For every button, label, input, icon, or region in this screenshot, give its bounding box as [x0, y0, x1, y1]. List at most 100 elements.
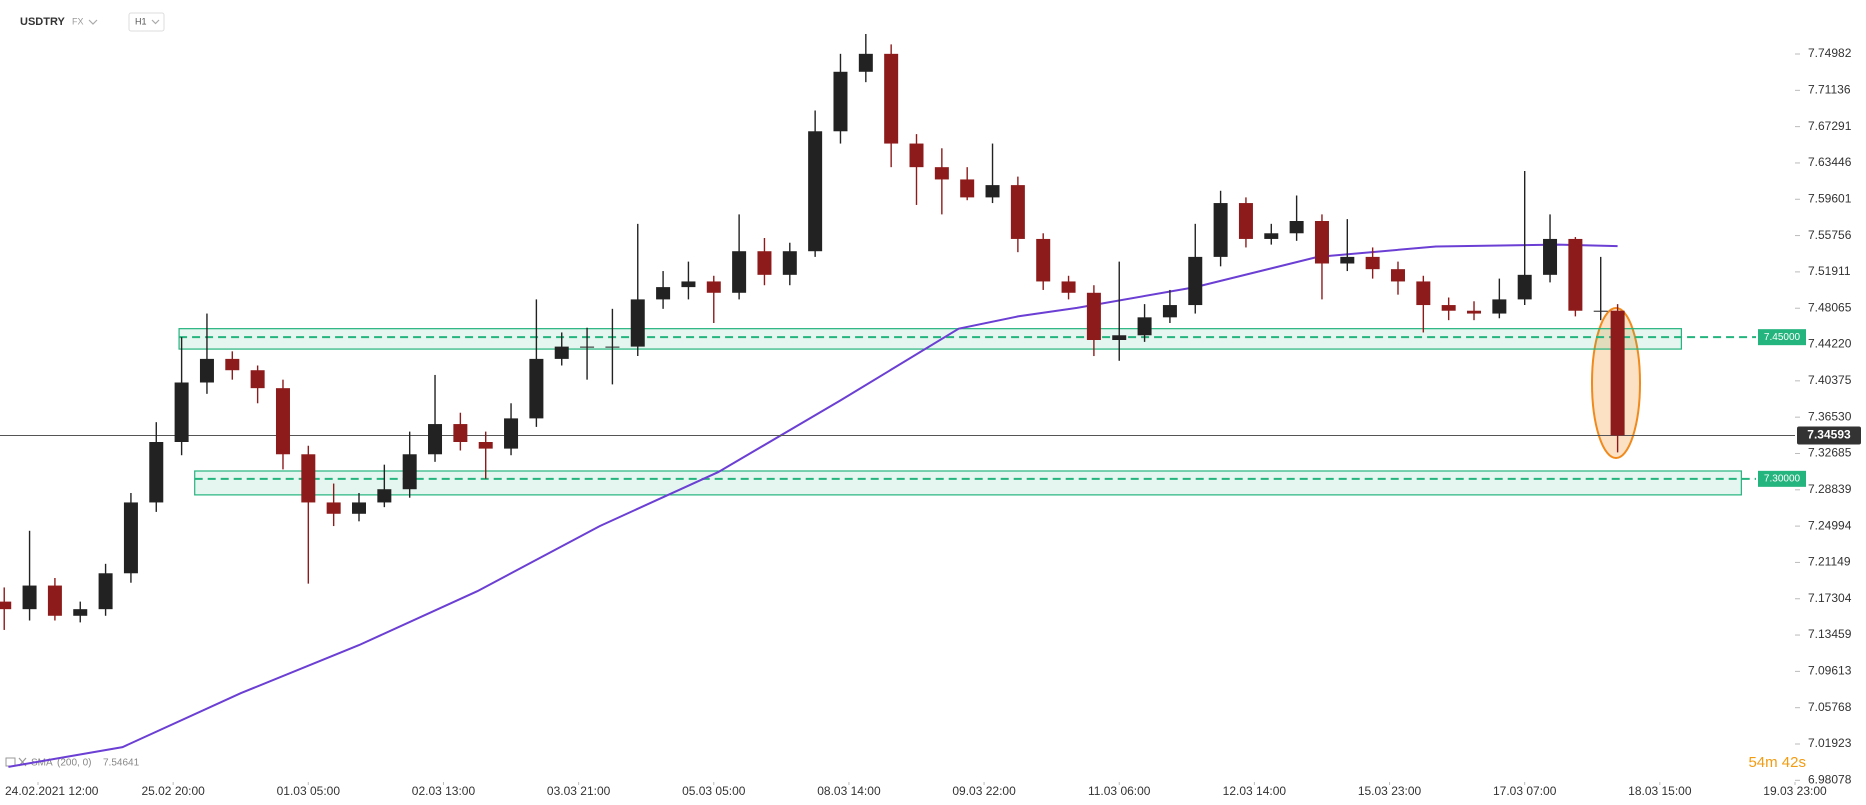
x-tick-label: 24.02.2021 12:00 — [5, 784, 99, 798]
candle-body — [428, 424, 443, 455]
y-tick-label: 7.36530 — [1808, 409, 1852, 423]
candle-body — [123, 502, 138, 574]
level-label-box — [1758, 470, 1806, 487]
candle-body — [1568, 238, 1583, 311]
y-tick-label: 7.71136 — [1808, 82, 1851, 96]
candle-body — [250, 370, 265, 389]
candle-body — [656, 287, 671, 300]
interval[interactable]: H1 — [135, 16, 147, 26]
candle-body — [402, 454, 417, 490]
y-tick-label: 7.63446 — [1808, 155, 1852, 169]
candle-body — [706, 281, 721, 293]
y-tick-label: 7.05768 — [1808, 700, 1852, 714]
candle-body — [301, 454, 316, 503]
x-tick-label: 11.03 06:00 — [1088, 784, 1151, 798]
candle-body — [1390, 269, 1405, 282]
candle-body — [1213, 203, 1228, 257]
interval-box[interactable] — [128, 12, 165, 32]
sma-line — [8, 243, 1618, 768]
candle-body — [478, 442, 493, 449]
candle-body — [453, 424, 468, 442]
y-tick-label: 7.44220 — [1808, 337, 1852, 351]
candle-body — [1137, 317, 1152, 336]
level-label: 7.30000 — [1764, 473, 1801, 484]
candle-body — [681, 281, 696, 288]
y-tick-label: 7.48065 — [1808, 300, 1852, 314]
y-tick-label: 7.40375 — [1808, 373, 1852, 387]
candle-body — [934, 167, 949, 180]
sma-legend-params: (200, 0) — [57, 758, 91, 769]
candle-body — [630, 299, 645, 347]
sma-legend-value: 7.54641 — [103, 758, 140, 769]
interval-caret[interactable] — [151, 19, 160, 25]
x-tick-label: 17.03 07:00 — [1493, 784, 1557, 798]
candle-body — [199, 358, 214, 383]
y-tick-label: 7.55756 — [1808, 228, 1852, 242]
candle-body — [1061, 281, 1076, 293]
zone — [178, 328, 1682, 350]
x-tick-label: 09.03 22:00 — [952, 784, 1016, 798]
candle-body — [326, 502, 341, 514]
x-tick-label: 15.03 23:00 — [1358, 784, 1422, 798]
candle-body — [73, 609, 88, 616]
candle-body — [1112, 335, 1127, 340]
x-tick-label: 01.03 05:00 — [277, 784, 341, 798]
x-tick-label: 12.03 14:00 — [1223, 784, 1287, 798]
sma-legend-name: SMA — [31, 758, 53, 769]
candle-body — [1162, 305, 1177, 318]
y-tick-label: 7.21149 — [1808, 555, 1851, 569]
candle-body — [1365, 256, 1380, 270]
candle-body — [1517, 274, 1532, 300]
y-tick-label: 7.24994 — [1808, 518, 1852, 532]
y-tick-label: 7.51911 — [1808, 264, 1851, 278]
candle-body — [1010, 185, 1025, 239]
candle-body — [960, 179, 975, 198]
candle-body — [808, 131, 823, 252]
candle-body — [1441, 305, 1456, 311]
y-tick-label: 7.01923 — [1808, 736, 1852, 750]
candle-body — [985, 185, 1000, 198]
y-tick-label: 7.17304 — [1808, 591, 1852, 605]
candle-body — [1340, 256, 1355, 264]
candle-body — [377, 489, 392, 503]
candle-body — [529, 358, 544, 419]
y-tick-label: 7.13459 — [1808, 627, 1852, 641]
candle-body — [1036, 238, 1051, 282]
candle-body — [1467, 310, 1482, 314]
candle-body — [782, 251, 797, 275]
symbol[interactable]: USDTRY — [20, 16, 65, 28]
x-tick-label: 18.03 15:00 — [1628, 784, 1692, 798]
y-tick-label: 7.59601 — [1808, 191, 1852, 205]
candle-body — [352, 502, 366, 514]
market[interactable]: FX — [72, 16, 84, 26]
y-tick-label: 6.98078 — [1808, 772, 1852, 786]
y-tick-label: 7.09613 — [1808, 664, 1852, 678]
candle-body — [1593, 310, 1608, 312]
candle-body — [884, 53, 899, 144]
x-tick-label: 25.02 20:00 — [141, 784, 205, 798]
x-tick-label: 03.03 21:00 — [547, 784, 611, 798]
market-caret[interactable] — [88, 19, 98, 25]
last-price-label: 7.34593 — [1807, 428, 1851, 442]
candle-body — [174, 382, 189, 442]
y-tick-label: 7.32685 — [1808, 446, 1852, 460]
zone — [194, 470, 1742, 496]
candle-body — [833, 71, 848, 132]
candle-body — [0, 601, 12, 610]
candle-body — [909, 143, 924, 168]
x-tick-label: 19.03 23:00 — [1763, 784, 1827, 798]
candle-body — [504, 418, 519, 449]
candle-body — [580, 346, 595, 348]
candle-body — [1416, 281, 1431, 306]
candle-body — [1492, 299, 1507, 314]
countdown: 54m 42s — [1748, 754, 1806, 771]
candle-body — [1610, 310, 1625, 436]
candle-body — [275, 388, 290, 455]
candle-body — [1314, 221, 1329, 264]
x-tick-label: 05.03 05:00 — [682, 784, 746, 798]
candle-body — [1264, 233, 1279, 239]
y-tick-label: 7.74982 — [1808, 46, 1852, 60]
y-tick-label: 7.67291 — [1808, 119, 1852, 133]
